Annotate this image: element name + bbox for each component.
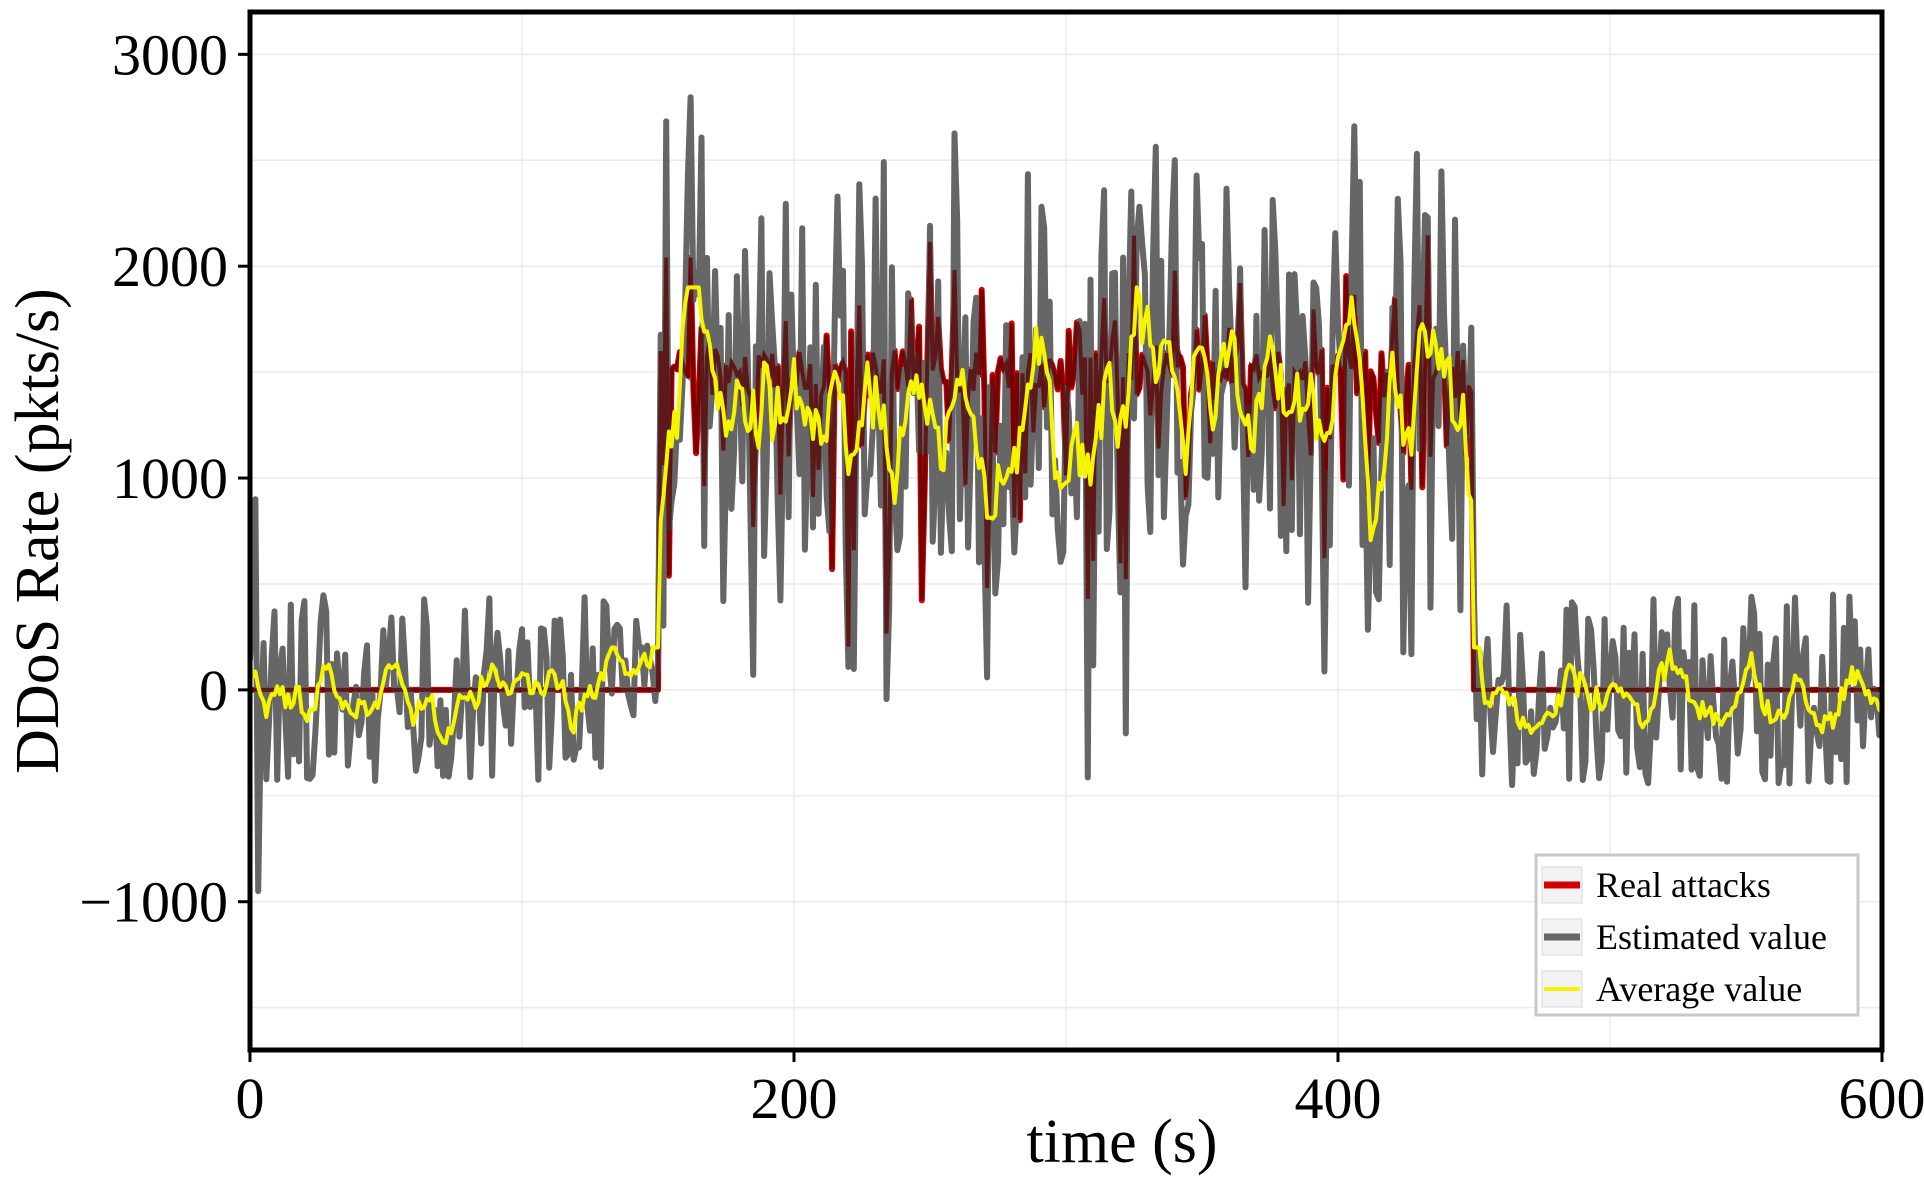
ticks: −1000 0 1000 2000 3000 0 200 400 600 [79, 22, 1924, 1131]
y-tick-label: 1000 [112, 446, 228, 511]
y-tick-label: 3000 [112, 22, 228, 87]
legend-label: Real attacks [1596, 865, 1771, 905]
x-tick-label: 200 [751, 1066, 838, 1131]
x-tick-label: 0 [236, 1066, 265, 1131]
legend-label: Average value [1596, 969, 1802, 1009]
x-tick-label: 600 [1839, 1066, 1924, 1131]
series-line-average-value [250, 285, 1882, 746]
legend-box [1534, 853, 1860, 1017]
y-tick-label: 0 [199, 658, 228, 723]
legend-label: Estimated value [1596, 917, 1827, 957]
y-tick-label: −1000 [79, 870, 228, 935]
series-layer [250, 94, 1882, 895]
plot-frame [247, 9, 1885, 1053]
y-axis-title: DDoS Rate (pkts/s) [4, 288, 72, 774]
x-tick-label: 400 [1295, 1066, 1382, 1131]
y-tick-label: 2000 [112, 234, 228, 299]
grid [250, 12, 1882, 1050]
x-axis-title: time (s) [1026, 1108, 1217, 1176]
legend: Real attacks Estimated value Average value [1534, 853, 1860, 1017]
